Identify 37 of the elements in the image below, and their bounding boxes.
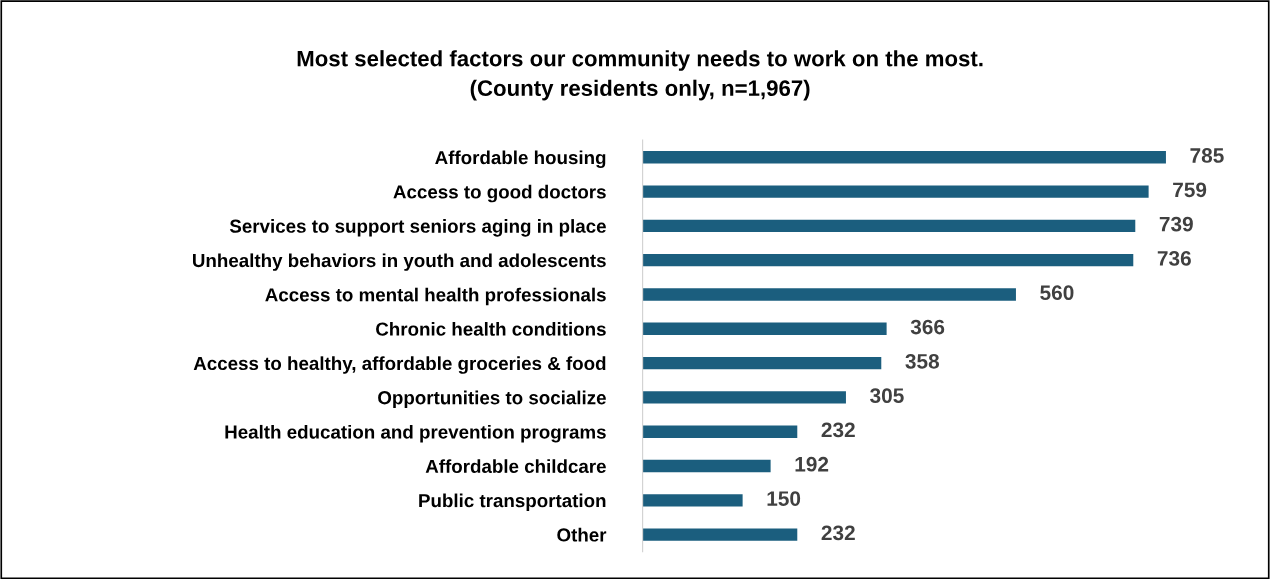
data-label: 232 <box>821 422 855 438</box>
y-tick-label: Chronic health conditions <box>376 322 606 336</box>
data-label: 759 <box>1173 182 1207 198</box>
bar <box>642 425 798 438</box>
data-label: 232 <box>821 525 855 541</box>
data-label: 739 <box>1159 216 1193 232</box>
data-label: 366 <box>910 319 945 335</box>
y-tick-label: Access to good doctors <box>393 184 606 203</box>
y-tick-label: Services to support seniors aging in place <box>229 219 606 237</box>
data-label: 358 <box>905 353 940 369</box>
y-tick-label: Public transportation <box>419 493 606 512</box>
chart-title: Most selected factors our community needs to work on the most. (County residents only, n=1,967) <box>297 50 983 101</box>
data-label: 150 <box>767 491 801 506</box>
bar <box>642 494 743 507</box>
data-label: 785 <box>1190 148 1224 163</box>
bar <box>642 185 1149 198</box>
bar <box>642 288 1016 301</box>
bar <box>642 391 846 404</box>
y-tick-label: Opportunities to socialize <box>378 390 606 409</box>
bar <box>642 219 1136 233</box>
bar <box>642 254 1134 267</box>
y-tick-label: Affordable childcare <box>425 459 606 473</box>
y-tick-label: Other <box>557 527 607 542</box>
bar <box>642 356 882 370</box>
data-label: 192 <box>795 456 829 472</box>
y-tick-label: Health education and prevention programs <box>225 424 606 443</box>
bar <box>642 528 798 541</box>
bar <box>642 459 771 473</box>
y-tick-label: Access to healthy, affordable groceries & food <box>193 356 606 374</box>
data-label: 305 <box>870 388 904 404</box>
y-tick-label: Unhealthy behaviors in youth and adolescents <box>193 253 606 271</box>
y-tick-label: Affordable housing <box>435 150 606 169</box>
bar <box>642 322 887 335</box>
data-label: 560 <box>1040 285 1074 301</box>
data-label: 736 <box>1157 251 1191 266</box>
y-tick-label: Access to mental health professionals <box>265 287 606 306</box>
bar <box>642 151 1166 164</box>
